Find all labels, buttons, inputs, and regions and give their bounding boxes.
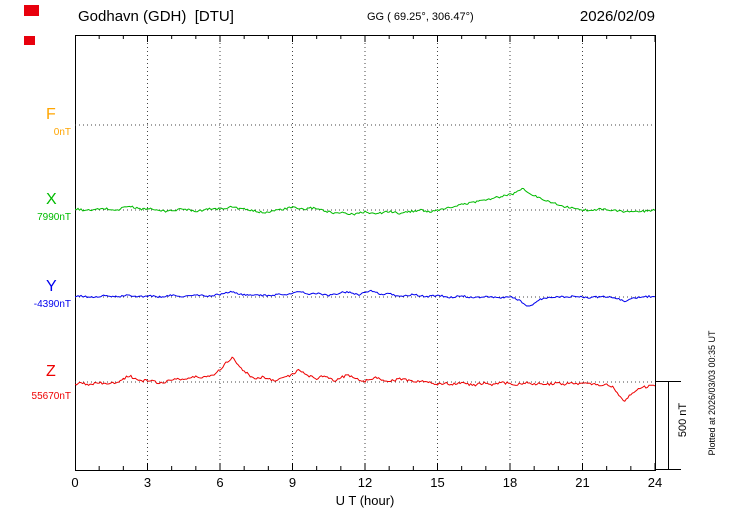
trace-z <box>75 356 655 402</box>
x-tick-label: 18 <box>502 475 518 490</box>
trace-y <box>75 289 655 307</box>
plot-date: 2026/02/09 <box>579 8 655 25</box>
magnetogram-plot <box>75 35 655 470</box>
series-baseline-z: 55670nT <box>31 391 71 402</box>
geographic-coordinates: GG ( 69.25°, 306.47°) <box>367 11 474 23</box>
trace-x <box>75 187 655 216</box>
series-label-f: F <box>46 106 56 123</box>
scale-bar-label: 500 nT <box>677 402 689 438</box>
scale-bar-line <box>668 381 669 470</box>
x-tick-label: 3 <box>143 475 152 490</box>
dtu-logo-mark-small <box>24 36 35 45</box>
x-tick-label: 12 <box>357 475 373 490</box>
scale-bar-bottom-cap <box>655 469 681 470</box>
x-tick-label: 21 <box>575 475 590 490</box>
x-tick-label: 15 <box>430 475 445 490</box>
series-baseline-x: 7990nT <box>37 212 71 223</box>
series-label-z: Z <box>46 363 56 380</box>
series-label-x: X <box>46 191 57 208</box>
series-baseline-f: 0nT <box>53 127 71 138</box>
dtu-logo-mark <box>24 5 39 16</box>
x-tick-label: 0 <box>71 475 79 490</box>
x-tick-label: 9 <box>288 475 297 490</box>
x-axis-title: U T (hour) <box>335 493 395 508</box>
plotted-at-note: Plotted at 2026/03/03 00:35 UT <box>707 330 717 456</box>
x-tick-label: 24 <box>647 475 663 490</box>
series-label-y: Y <box>46 278 57 295</box>
station-title: Godhavn (GDH) [DTU] <box>78 8 234 25</box>
x-tick-label: 6 <box>216 475 224 490</box>
series-baseline-y: -4390nT <box>33 299 71 310</box>
